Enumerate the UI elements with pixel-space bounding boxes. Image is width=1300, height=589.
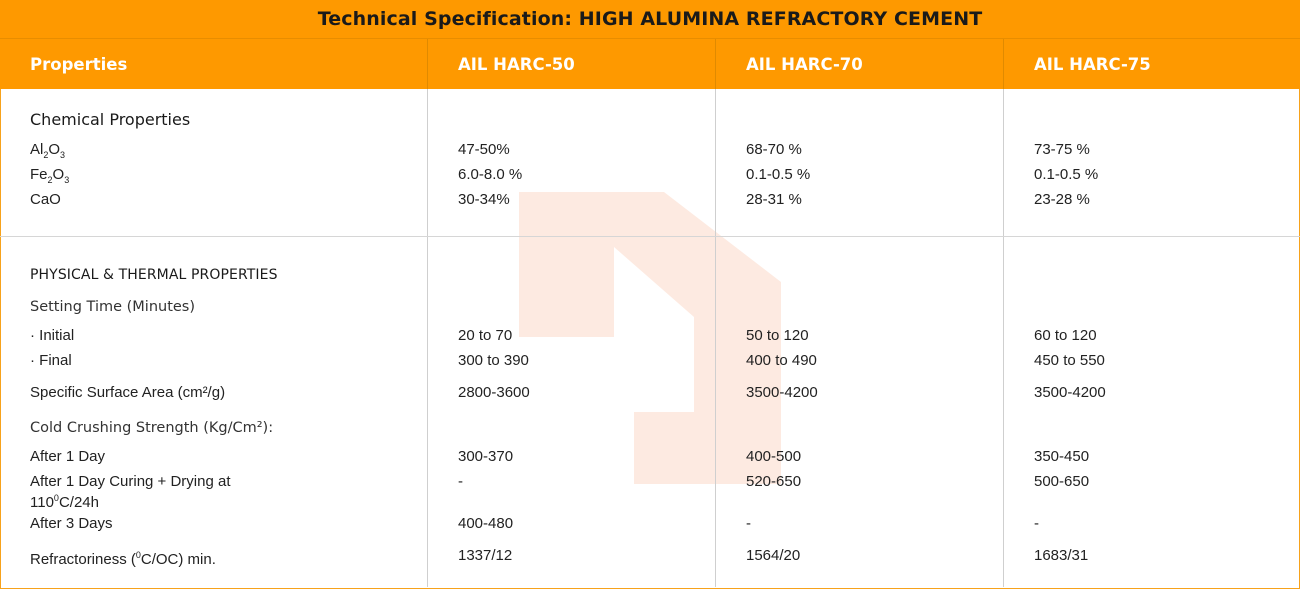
table-cell: 400-500 bbox=[746, 448, 802, 465]
column-header-harc-70: AIL HARC-70 bbox=[746, 54, 863, 74]
table-cell: 1683/31 bbox=[1034, 547, 1089, 564]
table-cell: 68-70 % bbox=[746, 141, 802, 158]
table-cell: 28-31 % bbox=[746, 191, 802, 208]
table-cell: 23-28 % bbox=[1034, 191, 1090, 208]
column-header-harc-50: AIL HARC-50 bbox=[458, 54, 575, 74]
table-cell: 350-450 bbox=[1034, 448, 1090, 465]
table-cell: 1337/12 bbox=[458, 547, 513, 564]
subheading-cold-crushing-strength: Cold Crushing Strength (Kg/Cm²): bbox=[30, 420, 274, 436]
table-title: Technical Specification: HIGH ALUMINA RE… bbox=[317, 8, 983, 30]
row-label-initial: · Initial bbox=[30, 327, 75, 344]
table-title-bar: Technical Specification: HIGH ALUMINA RE… bbox=[0, 0, 1300, 39]
table-cell: 3500-4200 bbox=[1034, 384, 1106, 401]
table-cell: 60 to 120 bbox=[1034, 327, 1097, 344]
header-divider bbox=[1003, 39, 1004, 89]
row-label-final: · Final bbox=[30, 352, 72, 369]
header-divider bbox=[427, 39, 428, 89]
table-cell: - bbox=[1034, 515, 1039, 532]
column-divider bbox=[1003, 89, 1004, 587]
column-header-harc-75: AIL HARC-75 bbox=[1034, 54, 1151, 74]
table-cell: 450 to 550 bbox=[1034, 352, 1105, 369]
table-cell: - bbox=[746, 515, 751, 532]
row-label-after-1-day-curing: After 1 Day Curing + Drying at 1100C/24h bbox=[30, 473, 231, 511]
table-cell: 520-650 bbox=[746, 473, 802, 490]
table-cell: 47-50% bbox=[458, 141, 510, 158]
table-cell: 2800-3600 bbox=[458, 384, 530, 401]
row-label-after-1-day: After 1 Day bbox=[30, 448, 106, 465]
table-cell: 20 to 70 bbox=[458, 327, 513, 344]
table-cell: 500-650 bbox=[1034, 473, 1090, 490]
section-divider bbox=[0, 236, 1300, 237]
table-cell: 6.0-8.0 % bbox=[458, 166, 523, 183]
table-cell: - bbox=[458, 473, 463, 490]
subheading-setting-time: Setting Time (Minutes) bbox=[30, 299, 196, 315]
table-cell: 300-370 bbox=[458, 448, 514, 465]
table-cell: 0.1-0.5 % bbox=[1034, 166, 1099, 183]
table-cell: 50 to 120 bbox=[746, 327, 809, 344]
table-cell: 0.1-0.5 % bbox=[746, 166, 811, 183]
header-divider bbox=[715, 39, 716, 89]
row-label-cao: CaO bbox=[30, 191, 61, 208]
table-cell: 3500-4200 bbox=[746, 384, 818, 401]
column-header-properties: Properties bbox=[30, 54, 128, 74]
row-label-specific-surface-area: Specific Surface Area (cm²/g) bbox=[30, 384, 226, 401]
row-label-al2o3: Al2O3 bbox=[30, 141, 66, 160]
table-cell: 73-75 % bbox=[1034, 141, 1090, 158]
table-cell: 400 to 490 bbox=[746, 352, 817, 369]
table-cell: 30-34% bbox=[458, 191, 510, 208]
row-label-refractoriness: Refractoriness (0C/OC) min. bbox=[30, 550, 216, 568]
table-cell: 400-480 bbox=[458, 515, 514, 532]
column-divider bbox=[427, 89, 428, 587]
column-divider bbox=[715, 89, 716, 587]
section-heading-physical: PHYSICAL & THERMAL PROPERTIES bbox=[30, 267, 278, 283]
table-header-row: Properties AIL HARC-50 AIL HARC-70 AIL H… bbox=[0, 39, 1300, 89]
table-cell: 1564/20 bbox=[746, 547, 801, 564]
row-label-after-3-days: After 3 Days bbox=[30, 515, 113, 532]
section-heading-chemical: Chemical Properties bbox=[30, 110, 191, 129]
row-label-fe2o3: Fe2O3 bbox=[30, 166, 70, 185]
table-cell: 300 to 390 bbox=[458, 352, 529, 369]
